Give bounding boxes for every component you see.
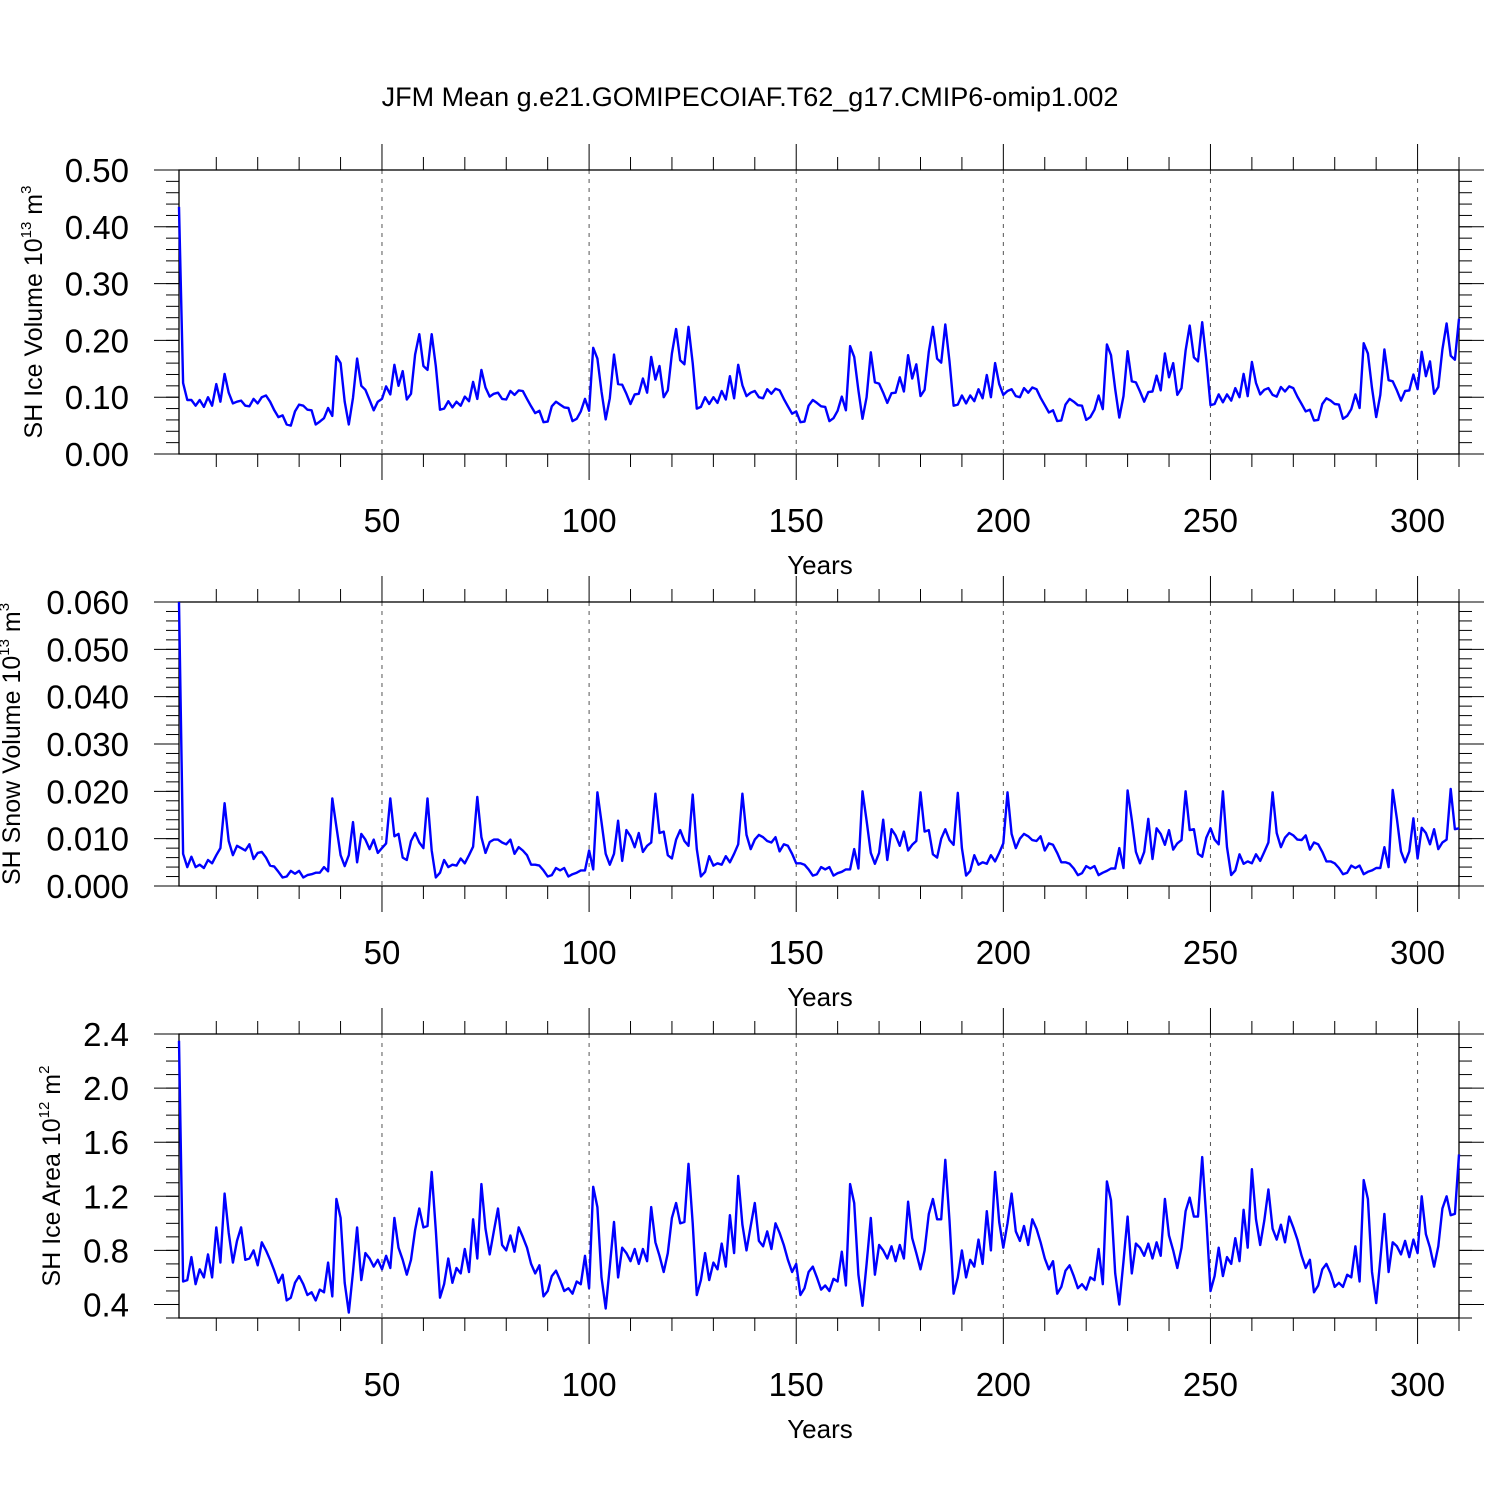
ice-area-ytick-label: 1.2: [83, 1178, 129, 1215]
snow-volume-ytick-label: 0.060: [46, 584, 129, 621]
ice-volume-xtick-label: 300: [1390, 502, 1445, 539]
ice-volume-xtick-label: 150: [769, 502, 824, 539]
ice-area-ytick-label: 0.4: [83, 1286, 129, 1323]
ice-area-ytick-label: 1.6: [83, 1124, 129, 1161]
ice-volume-xtick-label: 200: [976, 502, 1031, 539]
ice-area-ylabel: SH Ice Area 1012 m2: [36, 1066, 66, 1287]
snow-volume-xtick-label: 200: [976, 934, 1031, 971]
snow-volume-xtick-label: 100: [562, 934, 617, 971]
ice-area-ytick-label: 0.8: [83, 1232, 129, 1269]
ice-volume-ytick-label: 0.20: [65, 322, 129, 359]
snow-volume-panel: SH Snow Volume 1013 m3 Years 50 100 150 200…: [0, 576, 1484, 1012]
ice-area-panel: SH Ice Area 1012 m2 Years 50 100 150 200 250…: [36, 1008, 1484, 1444]
snow-volume-xlabel: Years: [787, 982, 853, 1012]
ice-area-xtick-label: 100: [562, 1366, 617, 1403]
snow-volume-xtick-label: 150: [769, 934, 824, 971]
ice-area-ytick-label: 2.4: [83, 1016, 129, 1053]
ice-area-xtick-label: 250: [1183, 1366, 1238, 1403]
ice-area-xtick-label: 300: [1390, 1366, 1445, 1403]
snow-volume-ytick-label: 0.000: [46, 868, 129, 905]
ice-volume-series-line: [177, 206, 1461, 427]
snow-volume-xtick-label: 250: [1183, 934, 1238, 971]
ice-volume-xlabel: Years: [787, 550, 853, 580]
ice-volume-panel: SH Ice Volume 1013 m3 Years 50 100 150 200 2…: [18, 144, 1484, 580]
snow-volume-xtick-label: 300: [1390, 934, 1445, 971]
ice-volume-ytick-label: 0.00: [65, 436, 129, 473]
snow-volume-ytick-label: 0.010: [46, 821, 129, 858]
snow-volume-xtick-label: 50: [364, 934, 401, 971]
ice-volume-xtick-label: 50: [364, 502, 401, 539]
ice-area-ytick-label: 2.0: [83, 1070, 129, 1107]
ice-volume-ytick-label: 0.10: [65, 379, 129, 416]
ice-area-series-line: [177, 1040, 1461, 1314]
snow-volume-series-line: [177, 601, 1460, 879]
snow-volume-ylabel: SH Snow Volume 1013 m3: [0, 603, 26, 885]
ice-area-xtick-label: 50: [364, 1366, 401, 1403]
snow-volume-ytick-label: 0.030: [46, 726, 129, 763]
ice-area-xtick-label: 200: [976, 1366, 1031, 1403]
ice-volume-xtick-label: 100: [562, 502, 617, 539]
ice-volume-ylabel: SH Ice Volume 1013 m3: [18, 186, 48, 439]
ice-volume-ytick-label: 0.40: [65, 209, 129, 246]
ice-volume-ytick-label: 0.50: [65, 152, 129, 189]
snow-volume-ytick-label: 0.020: [46, 773, 129, 810]
ice-area-xlabel: Years: [787, 1414, 853, 1444]
snow-volume-ytick-label: 0.050: [46, 631, 129, 668]
ice-volume-plot-frame: [178, 169, 1460, 455]
ice-volume-ytick-label: 0.30: [65, 266, 129, 303]
chart-title: JFM Mean g.e21.GOMIPECOIAF.T62_g17.CMIP6…: [382, 82, 1119, 112]
ice-area-plot-frame: [178, 1033, 1460, 1319]
snow-volume-plot-frame: [178, 601, 1460, 887]
ice-volume-xtick-label: 250: [1183, 502, 1238, 539]
ice-area-xtick-label: 150: [769, 1366, 824, 1403]
snow-volume-ytick-label: 0.040: [46, 679, 129, 716]
